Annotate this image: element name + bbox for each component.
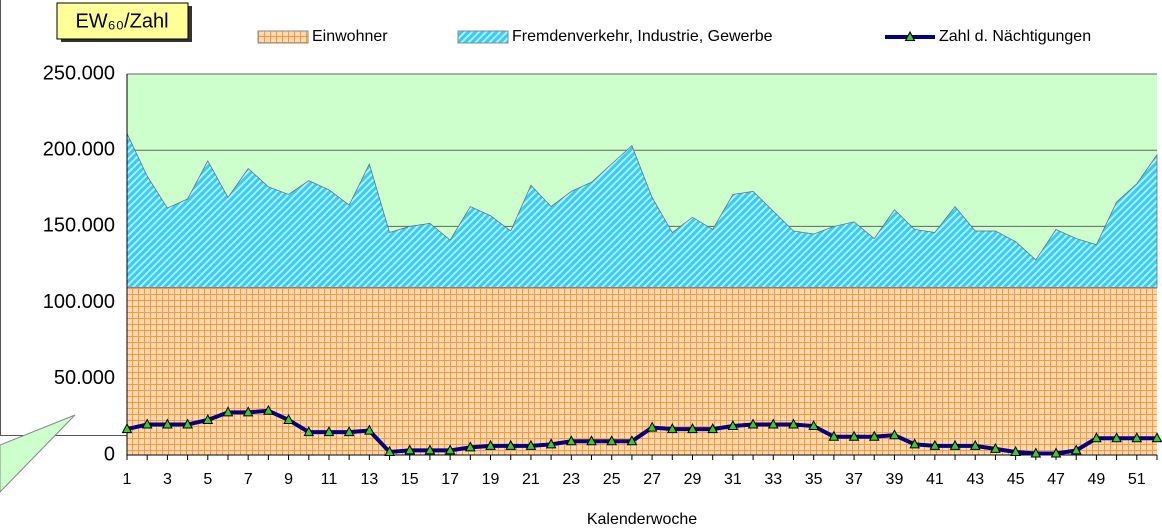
x-tick-label: 51 xyxy=(1128,471,1146,488)
marker xyxy=(848,430,860,441)
legend-swatch xyxy=(257,30,309,44)
y-tick-label: 50.000 xyxy=(54,367,115,389)
marker xyxy=(364,424,375,435)
marker xyxy=(687,423,698,434)
y-tick-label: 250.000 xyxy=(43,62,115,84)
x-tick-label: 29 xyxy=(684,471,702,488)
marker xyxy=(909,438,920,449)
marker xyxy=(707,423,719,434)
legend-label: Zahl d. Nächtigungen xyxy=(939,28,1091,45)
marker xyxy=(222,406,234,417)
marker xyxy=(303,426,315,437)
x-tick-label: 11 xyxy=(321,471,338,488)
marker xyxy=(1131,432,1143,443)
marker xyxy=(444,444,456,455)
y-label-box xyxy=(56,2,189,40)
x-tick-label: 33 xyxy=(764,471,782,488)
marker xyxy=(646,421,658,432)
marker xyxy=(242,406,254,417)
marker xyxy=(868,430,880,441)
area xyxy=(127,287,1157,455)
marker xyxy=(1070,444,1082,455)
y-tick-label: 100.000 xyxy=(43,291,115,313)
marker xyxy=(889,429,900,440)
marker xyxy=(1030,447,1042,458)
x-tick-label: 37 xyxy=(845,471,863,488)
legend-label: Einwohner xyxy=(312,28,388,45)
marker xyxy=(747,418,759,429)
marker xyxy=(141,418,153,429)
legend-swatch xyxy=(457,30,509,44)
marker xyxy=(626,435,638,446)
y-tick-label: 150.000 xyxy=(43,215,115,237)
x-tick-label: 25 xyxy=(603,471,621,488)
x-tick-label: 45 xyxy=(1007,471,1025,488)
x-tick-label: 19 xyxy=(482,471,500,488)
line xyxy=(126,408,1157,456)
x-tick-label: 39 xyxy=(886,471,904,488)
marker xyxy=(1010,445,1021,456)
area xyxy=(126,133,1158,288)
x-tick-label: 1 xyxy=(123,471,132,488)
marker xyxy=(162,418,173,429)
marker xyxy=(121,423,133,434)
marker xyxy=(505,439,517,450)
x-tick-label: 17 xyxy=(441,471,459,488)
y-tick-label: 0 xyxy=(104,443,115,465)
y-tick-label: 200.000 xyxy=(43,138,115,160)
x-tick-label: 27 xyxy=(643,471,661,488)
marker xyxy=(666,423,678,434)
x-tick-label: 23 xyxy=(562,471,580,488)
x-tick-label: 41 xyxy=(926,471,944,488)
marker xyxy=(969,439,981,450)
marker xyxy=(828,430,840,441)
marker xyxy=(263,404,274,415)
x-tick-label: 15 xyxy=(401,471,419,488)
marker xyxy=(545,438,557,449)
x-tick-label: 7 xyxy=(244,471,253,488)
marker xyxy=(384,445,395,456)
marker xyxy=(788,418,799,429)
marker xyxy=(565,435,577,446)
marker xyxy=(990,442,1001,453)
marker xyxy=(424,444,436,455)
marker xyxy=(929,439,941,450)
marker xyxy=(283,413,294,424)
marker xyxy=(323,426,335,437)
frame-edge xyxy=(0,0,127,436)
x-tick-label: 9 xyxy=(284,471,293,488)
marker xyxy=(525,439,537,450)
marker xyxy=(202,413,214,424)
x-tick-label: 13 xyxy=(360,471,378,488)
x-tick-label: 49 xyxy=(1088,471,1106,488)
y-axis-label: EW₆₀/Zahl xyxy=(75,10,168,32)
marker xyxy=(485,439,496,450)
marker xyxy=(727,419,739,431)
marker xyxy=(606,435,618,446)
marker xyxy=(465,441,476,452)
marker xyxy=(1151,432,1162,443)
x-tick-label: 47 xyxy=(1047,471,1065,488)
marker xyxy=(949,439,961,450)
x-tick-label: 21 xyxy=(522,471,540,488)
marker xyxy=(808,419,819,431)
x-tick-label: 35 xyxy=(805,471,823,488)
legend-marker xyxy=(904,30,916,41)
marker xyxy=(343,426,355,437)
x-tick-label: 5 xyxy=(203,471,212,488)
x-tick-label: 43 xyxy=(966,471,984,488)
x-tick-label: 3 xyxy=(163,471,172,488)
x-tick-label: 31 xyxy=(724,471,742,488)
marker xyxy=(182,418,193,429)
marker xyxy=(1111,432,1122,443)
marker xyxy=(767,418,779,429)
legend-label: Fremdenverkehr, Industrie, Gewerbe xyxy=(512,28,773,45)
marker xyxy=(404,444,416,455)
marker xyxy=(1091,432,1102,443)
decor-shape xyxy=(0,414,76,493)
marker xyxy=(1050,447,1062,458)
x-axis-label: Kalenderwoche xyxy=(587,511,697,528)
marker xyxy=(586,435,597,446)
